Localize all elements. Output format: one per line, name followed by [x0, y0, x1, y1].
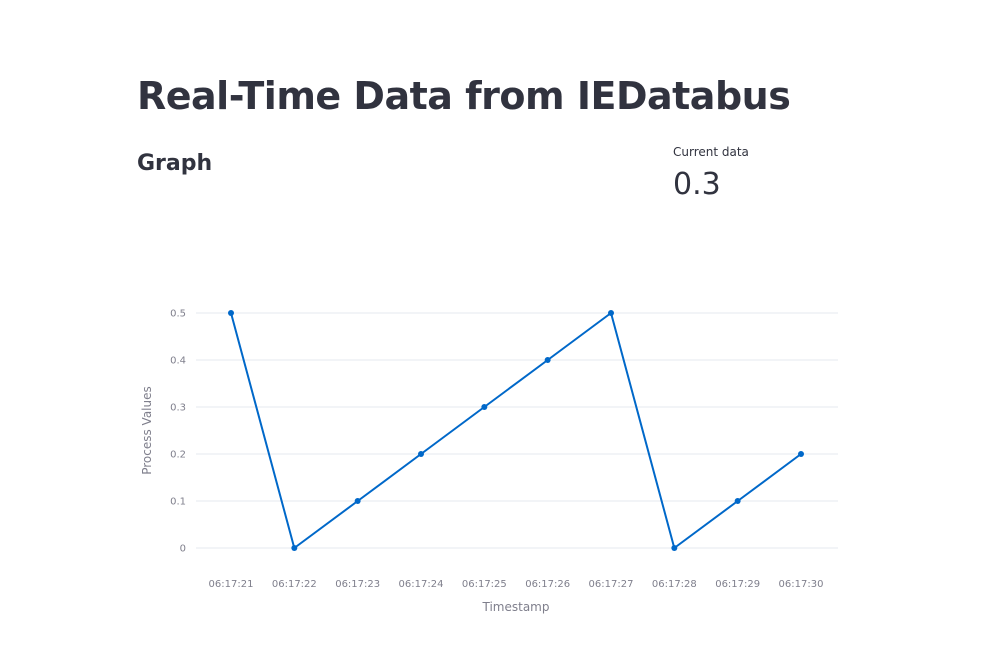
x-tick-label: 06:17:24 [399, 579, 444, 590]
data-point[interactable] [228, 310, 234, 316]
x-tick-label: 06:17:23 [335, 579, 380, 590]
y-tick-label: 0.3 [170, 403, 186, 414]
data-point[interactable] [734, 498, 741, 504]
x-tick-label: 06:17:27 [589, 579, 634, 590]
page-title: Real-Time Data from IEDatabus [137, 74, 791, 118]
data-point[interactable] [671, 545, 678, 551]
data-points [228, 310, 804, 551]
x-axis-title: Timestamp [482, 600, 550, 614]
x-tick-label: 06:17:28 [652, 579, 697, 590]
y-tick-labels: 0 0.1 0.2 0.3 0.4 0.5 [170, 309, 186, 555]
x-tick-label: 06:17:21 [209, 579, 254, 590]
data-point[interactable] [544, 357, 551, 363]
x-tick-labels: 06:17:21 06:17:22 06:17:23 06:17:24 06:17:25… [209, 579, 824, 590]
y-tick-label: 0.5 [170, 309, 186, 320]
x-tick-label: 06:17:26 [525, 579, 570, 590]
y-tick-label: 0 [180, 544, 186, 555]
data-point[interactable] [798, 451, 804, 457]
series-line [230, 312, 802, 549]
x-tick-label: 06:17:25 [462, 579, 507, 590]
x-tick-label: 06:17:30 [779, 579, 824, 590]
y-tick-label: 0.4 [170, 356, 186, 367]
data-point[interactable] [418, 451, 424, 457]
y-tick-label: 0.2 [170, 450, 186, 461]
x-tick-label: 06:17:29 [715, 579, 760, 590]
data-point[interactable] [354, 498, 361, 504]
grid-layer [196, 312, 838, 549]
metric-label: Current data [673, 145, 749, 159]
x-tick-label: 06:17:22 [272, 579, 317, 590]
current-data-metric: Current data 0.3 [673, 143, 749, 205]
y-tick-label: 0.1 [170, 497, 186, 508]
data-point[interactable] [481, 404, 488, 410]
y-axis-title: Process Values [140, 386, 154, 475]
data-point[interactable] [608, 310, 614, 316]
section-title: Graph [137, 151, 213, 176]
metric-value: 0.3 [673, 167, 721, 202]
data-point[interactable] [291, 545, 298, 551]
